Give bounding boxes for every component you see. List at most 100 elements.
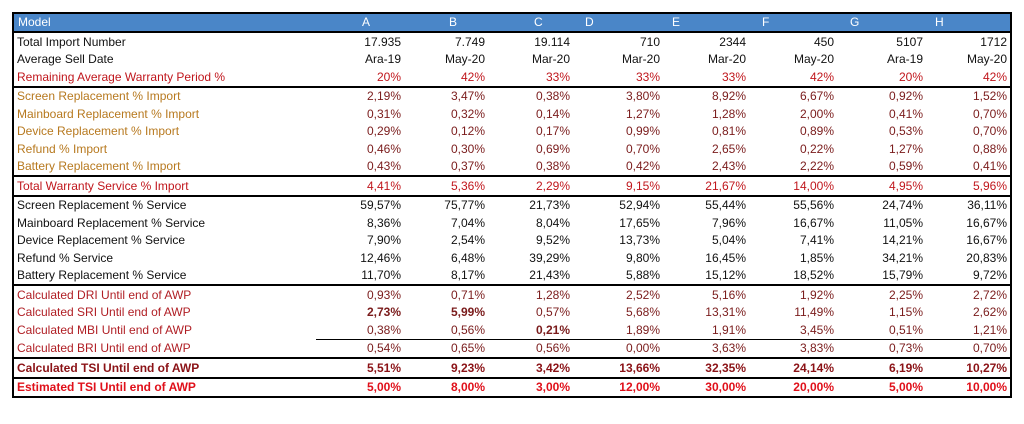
- cell-value: 17,65%: [619, 215, 660, 230]
- cell-value: Mar-20: [707, 52, 746, 67]
- cell-value: 4,41%: [316, 175, 404, 196]
- column-letter: F: [762, 15, 770, 29]
- table-row: Screen Replacement % Service 59,57% 75,77%…: [13, 194, 1011, 214]
- cell-value: 2,73%: [366, 305, 401, 320]
- cell-value: 15,79%: [882, 268, 923, 283]
- row-label: Total Import Number: [17, 34, 126, 49]
- cell-value: 5,68%: [625, 305, 660, 320]
- cell-value: 5,51%: [316, 357, 404, 378]
- cell-value: 34,21%: [882, 250, 923, 265]
- cell-value: 0,93%: [316, 284, 404, 304]
- row-label: Average Sell Date: [17, 52, 114, 67]
- row-label: Device Replacement % Service: [17, 233, 186, 248]
- cell-value: 1,15%: [888, 305, 923, 320]
- cell-value: 2,52%: [573, 284, 663, 304]
- cell-value: 0,51%: [888, 322, 923, 337]
- cell-value: 13,73%: [619, 233, 660, 248]
- cell-value: 18,52%: [793, 268, 834, 283]
- cell-value: 2,19%: [316, 85, 404, 105]
- column-letter: H: [935, 15, 944, 29]
- cell-value: May-20: [444, 52, 485, 67]
- cell-value: 0,12%: [450, 124, 485, 139]
- cell-value: 2344: [719, 34, 746, 49]
- table-row: Calculated TSI Until end of AWP 5,51% 9,23…: [13, 357, 1011, 378]
- cell-value: 1,92%: [749, 284, 837, 304]
- cell-value: 7,41%: [799, 233, 834, 248]
- cell-value: 0,41%: [972, 159, 1007, 174]
- cell-value: 42%: [460, 69, 485, 84]
- cell-value: 17.935: [364, 34, 401, 49]
- cell-value: 16,67%: [966, 233, 1007, 248]
- cell-value: Ara-19: [886, 52, 923, 67]
- cell-value: 10,00%: [926, 376, 1011, 397]
- table-row: Calculated MBI Until end of AWP 0,38% 0,56…: [13, 321, 1011, 339]
- cell-value: 0,56%: [488, 338, 573, 358]
- cell-value: 2,65%: [711, 141, 746, 156]
- row-label: Refund % Import: [17, 141, 108, 156]
- table-body: Total Import Number 17.935 7.749 19.114 710 2…: [13, 32, 1011, 397]
- cell-value: Ara-19: [364, 52, 401, 67]
- cell-value: 0,70%: [926, 338, 1011, 358]
- cell-value: 55,44%: [663, 194, 749, 214]
- cell-value: 11,49%: [794, 305, 834, 320]
- cell-value: 5,00%: [316, 376, 404, 397]
- cell-value: 24,74%: [837, 194, 926, 214]
- cell-value: 33%: [721, 69, 746, 84]
- table-row: Refund % Import 0,46% 0,30% 0,69% 0,70% 2,65%…: [13, 140, 1011, 158]
- cell-value: 13,31%: [705, 305, 746, 320]
- cell-value: 12,00%: [573, 376, 663, 397]
- cell-value: 30,00%: [663, 376, 749, 397]
- cell-value: 0,73%: [837, 338, 926, 358]
- cell-value: 55,56%: [749, 194, 837, 214]
- cell-value: 12,46%: [360, 250, 401, 265]
- table-row: Refund % Service 12,46% 6,48% 39,29% 9,80% 16…: [13, 249, 1011, 267]
- table-row: Device Replacement % Service 7,90% 2,54% 9,…: [13, 232, 1011, 250]
- cell-value: 0,00%: [573, 338, 663, 358]
- cell-value: 16,45%: [705, 250, 746, 265]
- cell-value: 8,17%: [450, 268, 485, 283]
- cell-value: 1,52%: [926, 85, 1011, 105]
- cell-value: 1712: [980, 34, 1007, 49]
- cell-value: 2,00%: [799, 106, 834, 121]
- cell-value: 5,36%: [404, 175, 488, 196]
- cell-value: 36,11%: [926, 194, 1011, 214]
- cell-value: 4,95%: [837, 175, 926, 196]
- column-letter: E: [672, 15, 681, 29]
- cell-value: 0,22%: [799, 141, 834, 156]
- row-label: Calculated SRI Until end of AWP: [17, 305, 191, 320]
- cell-value: 5,99%: [450, 305, 485, 320]
- cell-value: 710: [639, 34, 660, 49]
- cell-value: 75,77%: [404, 194, 488, 214]
- cell-value: 0,56%: [450, 322, 485, 337]
- cell-value: 2,22%: [799, 159, 834, 174]
- cell-value: 21,73%: [488, 194, 573, 214]
- table-row: Total Import Number 17.935 7.749 19.114 710 2…: [13, 32, 1011, 51]
- column-letter: G: [850, 15, 860, 29]
- column-letter: A: [362, 15, 371, 29]
- column-letter: C: [534, 15, 543, 29]
- cell-value: 7,04%: [450, 215, 485, 230]
- cell-value: 20,00%: [749, 376, 837, 397]
- cell-value: 0,43%: [366, 159, 401, 174]
- table-row: Total Warranty Service % Import 4,41% 5,36…: [13, 175, 1011, 196]
- cell-value: 0,46%: [366, 141, 401, 156]
- cell-value: 6,48%: [450, 250, 485, 265]
- cell-value: 0,69%: [535, 141, 570, 156]
- cell-value: 8,92%: [663, 85, 749, 105]
- cell-value: 3,80%: [573, 85, 663, 105]
- cell-value: 21,43%: [529, 268, 570, 283]
- cell-value: 5107: [896, 34, 923, 49]
- cell-value: 0,70%: [625, 141, 660, 156]
- cell-value: 7.749: [454, 34, 485, 49]
- cell-value: 3,45%: [799, 322, 834, 337]
- cell-value: 0,71%: [404, 284, 488, 304]
- column-letter: B: [449, 15, 458, 29]
- cell-value: 1,85%: [799, 250, 834, 265]
- table-row: Estimated TSI Until end of AWP 5,00% 8,00%…: [13, 376, 1011, 397]
- cell-value: 0,29%: [366, 124, 401, 139]
- table-row: Battery Replacement % Import 0,43% 0,37% 0,…: [13, 158, 1011, 177]
- cell-value: 20%: [898, 69, 923, 84]
- cell-value: 0,31%: [366, 106, 401, 121]
- cell-value: 1,89%: [625, 322, 660, 337]
- cell-value: Mar-20: [621, 52, 660, 67]
